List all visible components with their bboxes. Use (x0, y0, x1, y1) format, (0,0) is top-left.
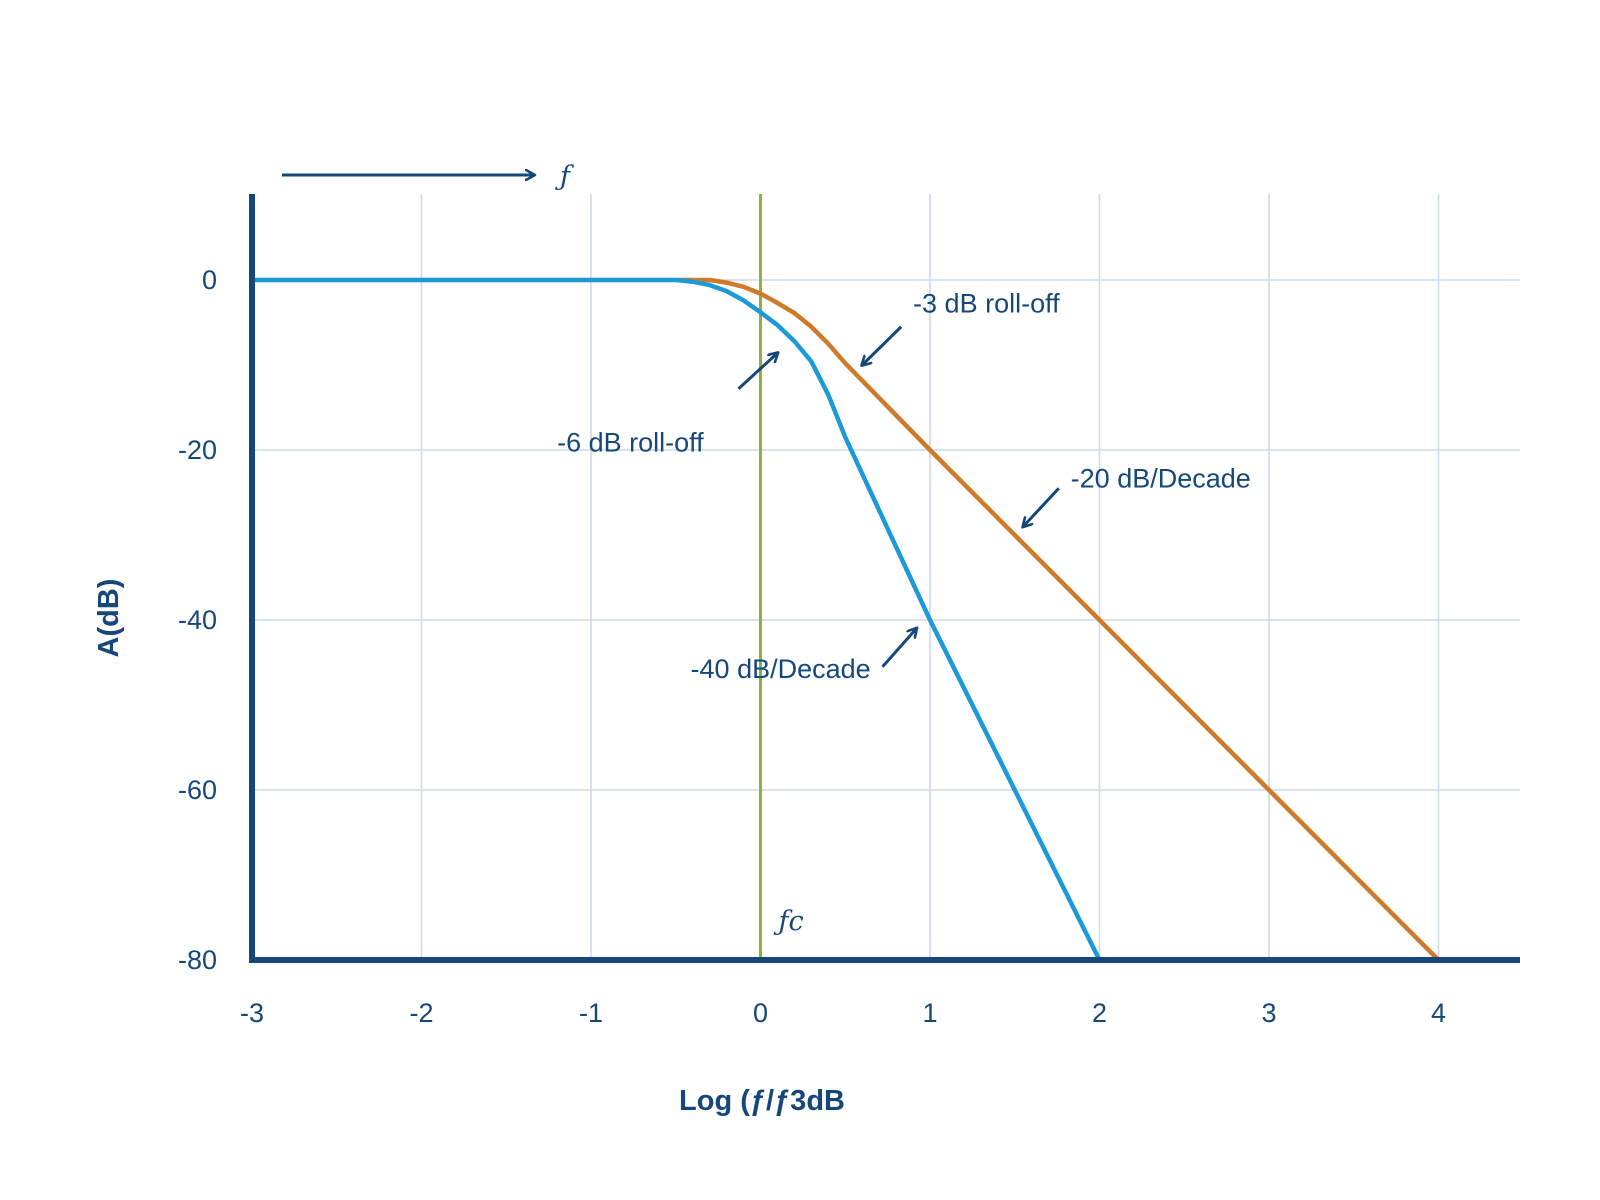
y-tick-label: 0 (202, 265, 217, 295)
annotation-label: -40 dB/Decade (691, 654, 871, 684)
x-tick-label: 1 (922, 998, 937, 1028)
x-tick-label: -3 (240, 998, 264, 1028)
annotation-label: -6 dB roll-off (557, 428, 704, 458)
cutoff-label: ƒc (774, 906, 804, 937)
y-tick-label: -80 (178, 945, 217, 975)
y-tick-label: -60 (178, 775, 217, 805)
series-curves (249, 277, 1441, 963)
series-line-first-order (673, 277, 1441, 963)
annotation-label: -20 dB/Decade (1071, 463, 1251, 493)
tick-labels: -3 -2 -1 0 1 2 3 4 0 -20 -40 -60 -80 (178, 265, 1446, 1028)
x-tick-label: 4 (1431, 998, 1446, 1028)
cutoff-marker: ƒc (759, 194, 804, 960)
series-line-second-order (249, 277, 1102, 963)
y-tick-label: -20 (178, 435, 217, 465)
y-axis-title: A(dB) (93, 579, 125, 658)
y-tick-label: -40 (178, 605, 217, 635)
axes (249, 194, 1520, 963)
annotations: -3 dB roll-off -6 dB roll-off -20 dB/Decad… (557, 288, 1251, 684)
x-tick-label: 3 (1261, 998, 1276, 1028)
x-tick-label: -2 (409, 998, 433, 1028)
x-axis-title: Log (ƒ/ƒ3dB (679, 1085, 845, 1117)
annotation-arrow (737, 353, 777, 390)
grid-lines (252, 194, 1520, 960)
annotation-arrow (862, 325, 903, 365)
x-tick-label: 2 (1092, 998, 1107, 1028)
x-tick-label: 0 (753, 998, 768, 1028)
annotation-arrow (1023, 487, 1060, 526)
annotation-arrow (881, 629, 917, 668)
x-tick-label: -1 (579, 998, 603, 1028)
direction-indicator: ƒ (282, 161, 574, 192)
annotation-label: -3 dB roll-off (913, 288, 1060, 318)
direction-label: ƒ (555, 161, 574, 192)
